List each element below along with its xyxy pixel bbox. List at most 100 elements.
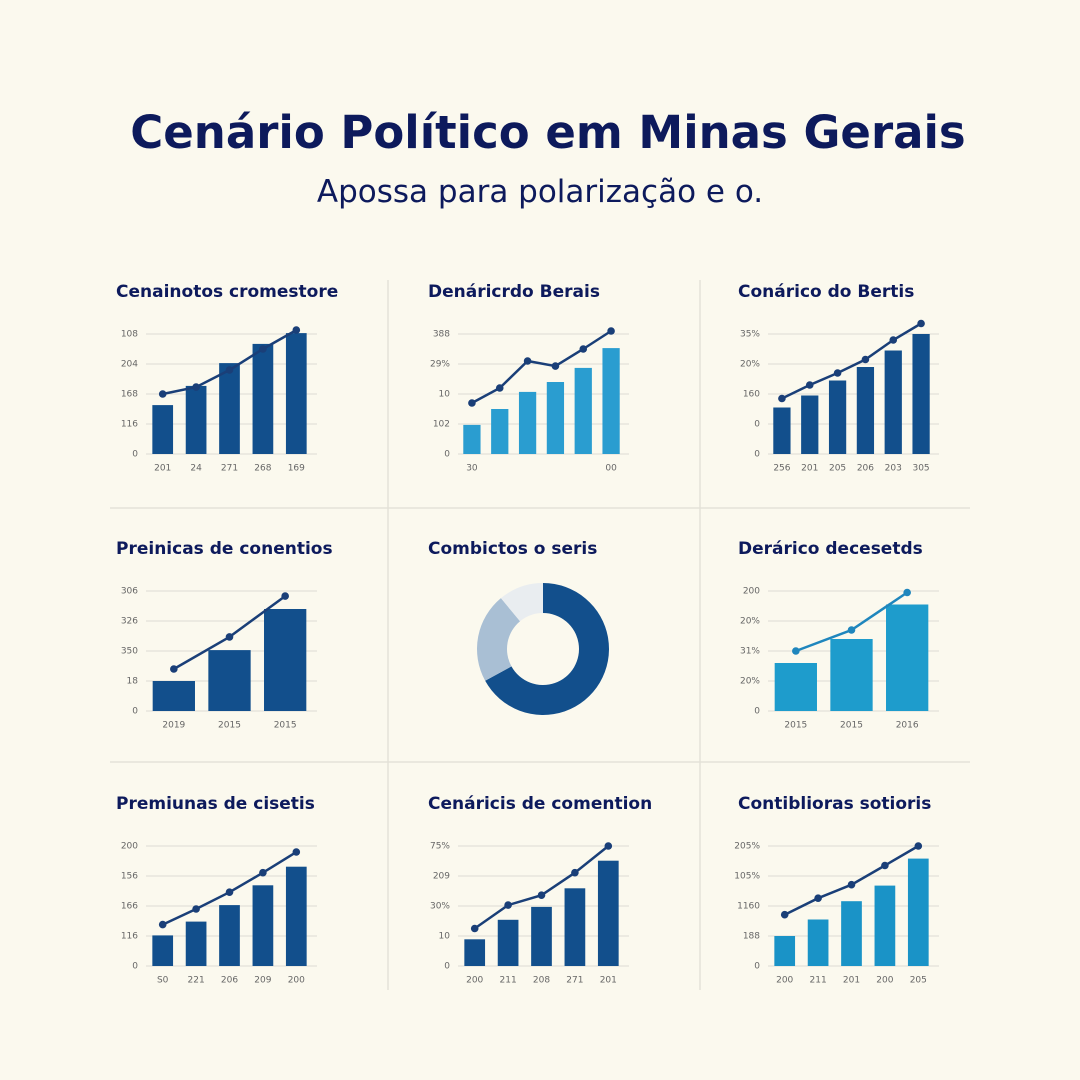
bar — [152, 935, 174, 966]
x-tick-label: 200 — [466, 976, 483, 986]
x-tick-label: 200 — [288, 976, 305, 986]
line-marker — [259, 345, 267, 353]
line-marker — [158, 920, 167, 929]
bar — [219, 905, 240, 966]
x-tick-label: 211 — [810, 976, 827, 986]
y-tick-label: 0 — [754, 450, 760, 460]
y-tick-label: 200 — [743, 587, 760, 597]
x-tick-label: 2015 — [840, 721, 863, 731]
line-marker — [192, 383, 200, 391]
x-tick-label: 205 — [829, 464, 846, 474]
line-marker — [281, 592, 289, 600]
x-tick-label: 256 — [773, 464, 790, 474]
y-tick-label: 205% — [734, 842, 760, 852]
y-tick-label: 0 — [132, 962, 138, 972]
line-marker — [847, 626, 856, 634]
y-tick-label: 108 — [121, 330, 138, 340]
chart-title: Conárico do Bertis — [738, 282, 914, 302]
bar — [856, 367, 875, 454]
chart-title: Premiunas de cisetis — [116, 794, 315, 814]
x-tick-label: 2016 — [896, 721, 919, 731]
bar — [828, 380, 847, 454]
line-marker — [881, 861, 889, 870]
y-tick-label: 0 — [132, 707, 138, 717]
donut-segment — [500, 583, 543, 622]
bar — [773, 407, 791, 454]
line — [781, 322, 922, 400]
y-tick-label: 20% — [740, 677, 760, 687]
x-tick-label: 203 — [885, 464, 902, 474]
chart-title: Cenáricis de comention — [428, 794, 652, 814]
y-tick-label: 0 — [754, 962, 760, 972]
separators — [110, 280, 970, 990]
bar — [564, 888, 586, 966]
y-tick-label: 188 — [743, 932, 760, 942]
y-tick-label: 168 — [121, 390, 138, 400]
y-tick-label: 0 — [444, 450, 450, 460]
bar — [464, 939, 486, 966]
bar — [252, 885, 274, 966]
line-marker — [551, 362, 560, 370]
line-marker — [792, 647, 800, 655]
line-marker — [225, 888, 234, 896]
y-tick-label: 116 — [121, 932, 138, 942]
line-marker — [780, 910, 789, 919]
y-tick-label: 31% — [740, 647, 760, 657]
line-marker — [292, 848, 301, 856]
x-tick-label: 208 — [533, 976, 550, 986]
bar — [497, 919, 519, 966]
line-marker — [225, 633, 234, 641]
bar — [597, 860, 619, 966]
page-subtitle: Apossa para polarização e o. — [317, 174, 763, 210]
x-tick-label: 30 — [466, 464, 478, 474]
bar — [830, 639, 873, 711]
line-marker — [225, 366, 234, 374]
x-tick-label: S0 — [157, 976, 169, 986]
bar — [152, 681, 195, 711]
line-marker — [917, 319, 925, 328]
bar — [264, 609, 307, 711]
x-tick-label: 200 — [876, 976, 893, 986]
bar — [531, 906, 552, 966]
x-tick-label: 201 — [600, 976, 617, 986]
bar — [841, 901, 862, 966]
y-tick-label: 166 — [121, 902, 138, 912]
bar — [801, 395, 819, 454]
bar — [463, 424, 481, 454]
x-tick-label: 2015 — [784, 721, 807, 731]
bar — [874, 885, 896, 966]
bar — [185, 385, 207, 454]
chart-title: Derárico decesetds — [738, 539, 923, 559]
line-marker — [537, 891, 546, 899]
bar — [774, 936, 796, 966]
bar — [912, 334, 930, 454]
y-tick-label: 102 — [433, 420, 450, 430]
bar — [185, 921, 207, 966]
x-tick-label: 2019 — [162, 721, 185, 731]
line-marker — [158, 390, 167, 398]
y-tick-label: 105% — [734, 872, 760, 882]
x-tick-label: 206 — [857, 464, 874, 474]
line-marker — [292, 326, 301, 334]
line-marker — [914, 842, 923, 850]
line-marker — [259, 868, 267, 877]
y-tick-label: 306 — [121, 587, 138, 597]
x-tick-label: 221 — [188, 976, 205, 986]
x-tick-label: 271 — [566, 976, 583, 986]
line-marker — [833, 369, 842, 377]
x-tick-label: 268 — [254, 464, 271, 474]
bar — [219, 363, 240, 454]
bar — [208, 650, 251, 711]
y-tick-label: 1160 — [737, 902, 760, 912]
line-marker — [861, 355, 870, 364]
bar — [152, 405, 174, 454]
chart-title: Preinicas de conentios — [116, 539, 333, 559]
x-tick-label: 24 — [190, 464, 202, 474]
bar — [602, 348, 620, 454]
x-tick-label: 209 — [254, 976, 271, 986]
y-tick-label: 160 — [743, 390, 760, 400]
chart-title: Combictos o seris — [428, 539, 597, 559]
bar — [252, 343, 274, 454]
line-marker — [805, 381, 814, 389]
